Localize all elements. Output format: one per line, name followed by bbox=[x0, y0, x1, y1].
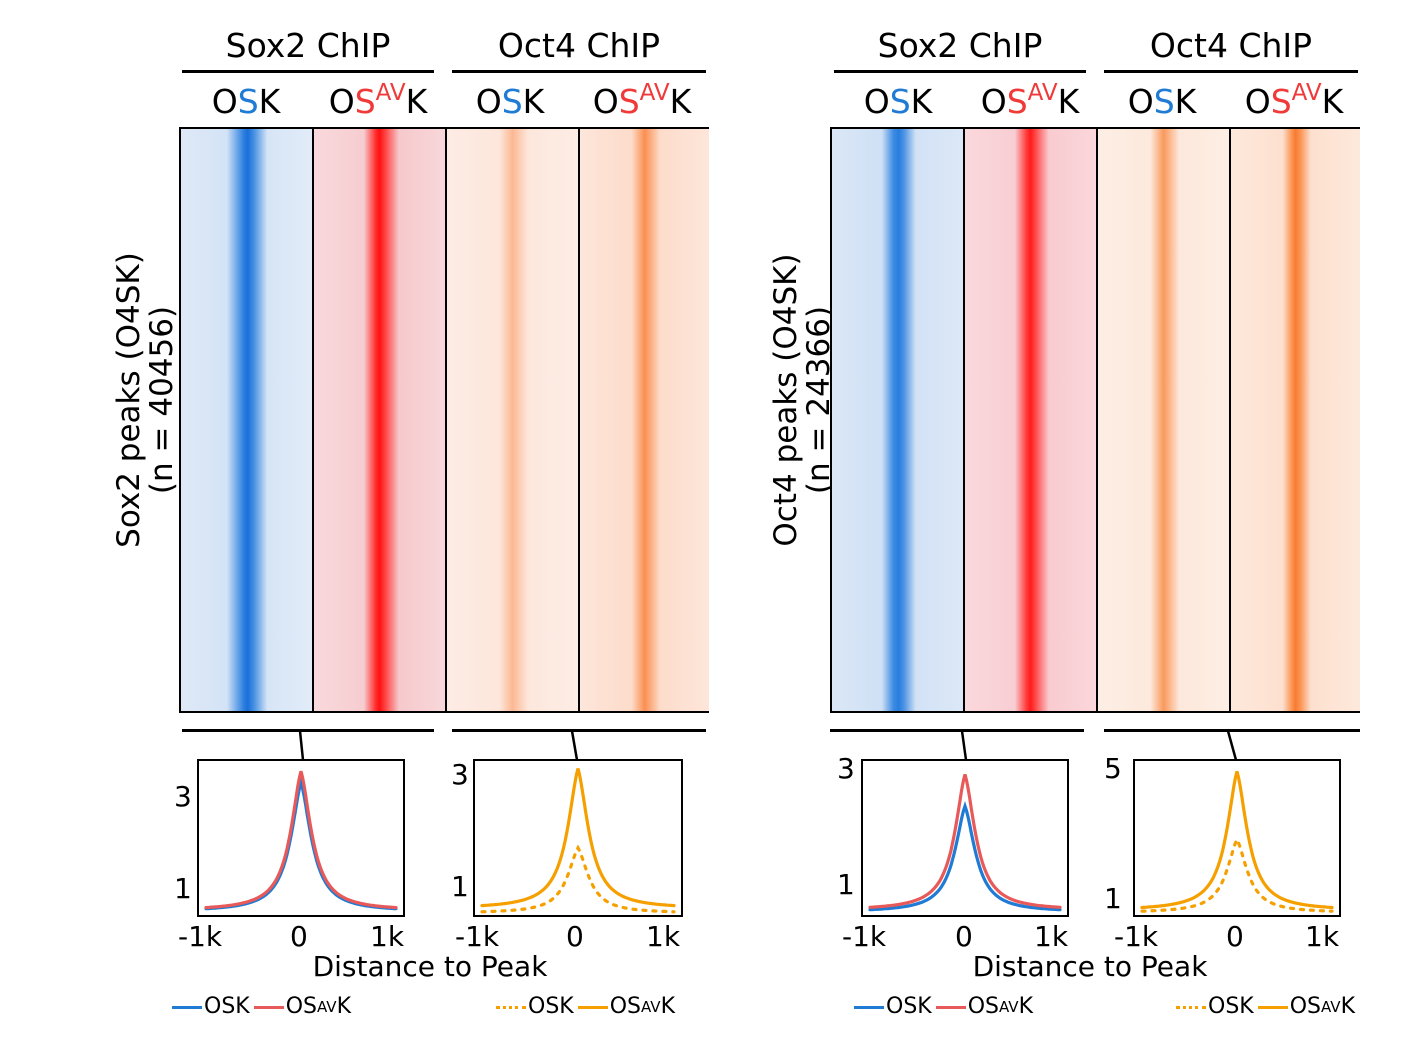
y-tick-label: 5 bbox=[1104, 752, 1122, 785]
heatmap-divider bbox=[445, 129, 447, 711]
group-rule bbox=[182, 70, 434, 73]
profile-plot-1 bbox=[197, 759, 405, 917]
chip-title-sox2: Sox2 ChIP bbox=[877, 26, 1043, 65]
heatmap-cell-oct4chip-osavk bbox=[580, 129, 709, 711]
series-line-osk bbox=[868, 801, 1062, 912]
x-tick-label: 1k bbox=[370, 920, 405, 953]
series-line-osk bbox=[480, 844, 676, 914]
series-line-osavk bbox=[480, 768, 676, 908]
x-axis-title: Distance to Peak bbox=[312, 950, 548, 983]
legend-item-osavk: OS AV K bbox=[1257, 994, 1355, 1020]
heatmap-cell-oct4chip-osk bbox=[447, 129, 578, 711]
heatmap-divider bbox=[312, 129, 314, 711]
legend-item-osavk: OS AV K bbox=[577, 994, 675, 1020]
legend-item-osk: OSK bbox=[496, 994, 574, 1020]
series-line-osavk bbox=[1140, 771, 1334, 910]
cond-label-osk: OSK bbox=[1127, 82, 1197, 121]
legend-item-osavk: OS AV K bbox=[935, 994, 1033, 1020]
heatmap-cell-sox2chip-osk bbox=[181, 129, 312, 711]
legend-sox2: OSK OS AV K bbox=[172, 994, 355, 1020]
y-tick-label: 1 bbox=[1104, 882, 1122, 915]
legend-oct4: OSK OS AV K bbox=[496, 994, 679, 1020]
y-tick-label: 3 bbox=[837, 752, 855, 785]
cond-label-osavk: OSAVK bbox=[980, 80, 1080, 121]
heatmap-cell-oct4chip-osavk bbox=[1231, 129, 1360, 711]
profile-plot-3 bbox=[861, 759, 1069, 917]
heatmap-oct4-peaks bbox=[830, 127, 1360, 713]
cond-label-osk: OSK bbox=[475, 82, 545, 121]
chip-title-oct4: Oct4 ChIP bbox=[497, 26, 661, 65]
series-line-osavk bbox=[204, 770, 398, 910]
legend-swatch bbox=[253, 1005, 284, 1009]
x-axis-title: Distance to Peak bbox=[972, 950, 1208, 983]
y-tick-label: 3 bbox=[451, 758, 469, 791]
cond-label-osavk: OSAVK bbox=[592, 80, 692, 121]
profile-bracket bbox=[830, 729, 1084, 732]
y-tick-label: 3 bbox=[174, 780, 192, 813]
heatmap-divider bbox=[578, 129, 580, 711]
heatmap-divider bbox=[1096, 129, 1098, 711]
legend-swatch bbox=[496, 1005, 526, 1009]
legend-sox2: OSK OS AV K bbox=[854, 994, 1037, 1020]
heatmap-divider bbox=[1229, 129, 1231, 711]
legend-oct4: OSK OS AV K bbox=[1176, 994, 1359, 1020]
legend-item-osk: OSK bbox=[1176, 994, 1254, 1020]
legend-swatch bbox=[935, 1005, 966, 1009]
legend-swatch bbox=[577, 1005, 608, 1009]
x-tick-label: -1k bbox=[178, 920, 223, 953]
series-line-osk bbox=[1140, 835, 1334, 913]
profile-bracket bbox=[182, 729, 434, 732]
legend-swatch bbox=[172, 1005, 202, 1009]
x-tick-label: -1k bbox=[842, 920, 887, 953]
heatmap-divider bbox=[963, 129, 965, 711]
heatmap-cell-sox2chip-osk bbox=[832, 129, 963, 711]
group-rule bbox=[1104, 70, 1358, 73]
legend-item-osk: OSK bbox=[854, 994, 932, 1020]
group-rule bbox=[834, 70, 1086, 73]
legend-swatch bbox=[854, 1005, 884, 1009]
profile-plot-2 bbox=[473, 759, 683, 917]
x-tick-label: 0 bbox=[955, 920, 973, 953]
chip-title-oct4: Oct4 ChIP bbox=[1149, 26, 1313, 65]
heatmap-cell-oct4chip-osk bbox=[1098, 129, 1229, 711]
x-tick-label: 1k bbox=[1034, 920, 1069, 953]
plot-frame bbox=[1133, 759, 1341, 917]
x-tick-label: -1k bbox=[455, 920, 500, 953]
x-tick-label: 0 bbox=[1226, 920, 1244, 953]
cond-label-osk: OSK bbox=[863, 82, 933, 121]
profile-bracket bbox=[452, 729, 706, 732]
x-tick-label: 1k bbox=[1305, 920, 1340, 953]
profile-plot-4 bbox=[1133, 759, 1341, 917]
legend-item-osavk: OS AV K bbox=[253, 994, 351, 1020]
plot-frame bbox=[473, 759, 683, 917]
legend-swatch bbox=[1176, 1005, 1206, 1009]
legend-swatch bbox=[1257, 1005, 1288, 1009]
legend-item-osk: OSK bbox=[172, 994, 250, 1020]
x-tick-label: 0 bbox=[290, 920, 308, 953]
cond-label-osavk: OSAVK bbox=[328, 80, 428, 121]
heatmap-cell-sox2chip-osavk bbox=[965, 129, 1096, 711]
x-tick-label: -1k bbox=[1114, 920, 1159, 953]
y-tick-label: 1 bbox=[451, 870, 469, 903]
y-tick-label: 1 bbox=[174, 872, 192, 905]
plot-frame bbox=[861, 759, 1069, 917]
cond-label-osk: OSK bbox=[211, 82, 281, 121]
profile-bracket bbox=[1104, 729, 1360, 732]
x-tick-label: 0 bbox=[566, 920, 584, 953]
group-rule bbox=[452, 70, 706, 73]
x-tick-label: 1k bbox=[646, 920, 681, 953]
y-tick-label: 1 bbox=[837, 868, 855, 901]
heatmap-sox2-peaks bbox=[179, 127, 709, 713]
heatmap-cell-sox2chip-osavk bbox=[314, 129, 445, 711]
series-line-osavk bbox=[868, 774, 1062, 909]
cond-label-osavk: OSAVK bbox=[1244, 80, 1344, 121]
chip-title-sox2: Sox2 ChIP bbox=[225, 26, 391, 65]
